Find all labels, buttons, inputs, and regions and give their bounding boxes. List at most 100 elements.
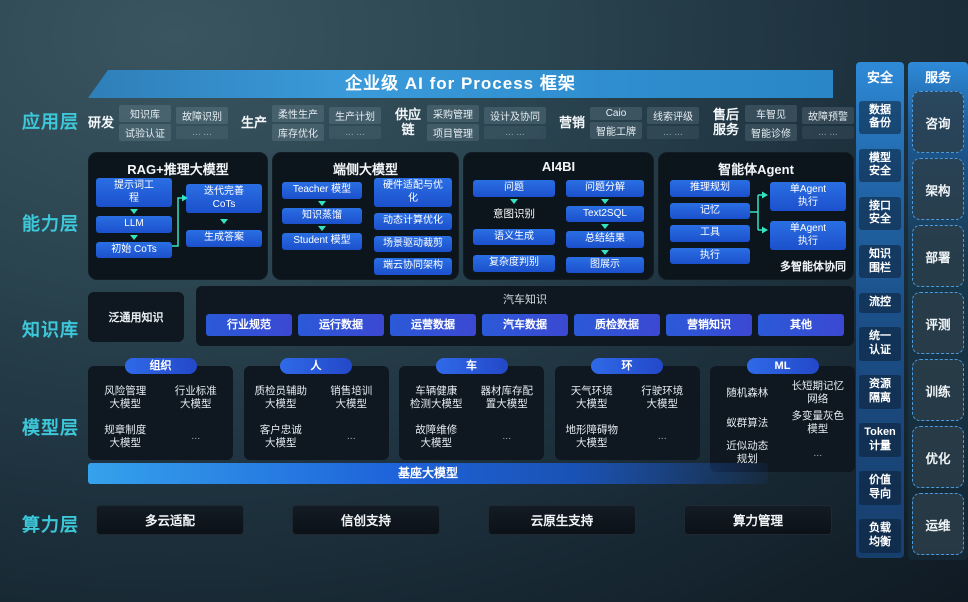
- cap-box-edge-model: 端侧大模型 Teacher 模型 知识蒸馏 Student 模型 硬件适配与优 …: [272, 152, 459, 280]
- model-group-body: 天气环境 大模型 行驶环境 大模型 地形障碍物 大模型 ...: [554, 366, 700, 460]
- edge-flow-left: Teacher 模型 知识蒸馏 Student 模型: [282, 182, 362, 250]
- model-item: 近似动态 规划: [726, 440, 769, 465]
- knowledge-chip: 质检数据: [574, 314, 660, 336]
- compute-item-xinchuang: 信创支持: [292, 505, 440, 535]
- cap-box-title: AI4BI: [541, 159, 576, 174]
- model-group-pill: 人: [280, 358, 352, 374]
- model-group-body: 风险管理 大模型 行业标准 大模型 规章制度 大模型 ...: [88, 366, 233, 460]
- agent-exec-right: 单Agent 执行 单Agent 执行: [770, 182, 846, 250]
- app-chip-more: ... ...: [801, 126, 854, 139]
- security-item: 负载 均衡: [859, 519, 901, 553]
- app-group-production: 生产 柔性生产 库存优化 生产计划 ... ...: [241, 105, 382, 141]
- app-chip-column: 设计及协同 ... ...: [484, 107, 546, 139]
- ai4bi-flow-right: 问题分解 Text2SQL 总结结果 图展示: [566, 180, 644, 273]
- compute-layer: 多云适配 信创支持 云原生支持 算力管理: [96, 505, 832, 535]
- model-group-pill: 环: [591, 358, 663, 374]
- model-group-vehicle: 车 车辆健康 检测大模型 器材库存配 置大模型 故障维修 大模型 ...: [399, 358, 544, 472]
- model-item: 故障维修 大模型: [415, 423, 458, 449]
- model-group-body: 随机森林 长短期记忆 网络 蚁群算法 多变量灰色 模型 近似动态 规划 ...: [710, 366, 855, 472]
- rag-flow-right: 迭代完善 CoTs 生成答案: [186, 184, 262, 247]
- edge-list-right: 硬件适配与优 化 动态计算优化 场景驱动裁剪 端云协同架构: [374, 178, 452, 275]
- security-rail-header: 安全: [866, 70, 893, 85]
- flow-node: 迭代完善 CoTs: [186, 184, 262, 213]
- application-layer: 研发 知识库 试验认证 故障识别 ... ... 生产 柔性生产 库存优化 生产…: [88, 100, 854, 146]
- title-banner: 企业级 AI for Process 框架: [88, 70, 833, 98]
- flow-text: 意图识别: [493, 207, 535, 220]
- flow-node: 语义生成: [473, 228, 555, 245]
- security-item: 接口 安全: [859, 196, 901, 231]
- rag-flow-left: 提示词工 程 LLM 初始 CoTs: [96, 178, 172, 258]
- cap-box-rag: RAG+推理大模型 提示词工 程 LLM 初始 CoTs 迭代完善 CoTs 生…: [88, 152, 268, 280]
- agent-caption: 多智能体协同: [780, 261, 846, 273]
- model-item: 规章制度 大模型: [104, 423, 147, 449]
- agent-list-left: 推理规划 记忆 工具 执行: [670, 180, 750, 264]
- security-item: 价值 导向: [859, 471, 901, 505]
- layer-label-application: 应用层: [22, 112, 79, 132]
- app-chip: 试验认证: [119, 124, 172, 141]
- model-item: 长短期记忆 网络: [791, 380, 845, 405]
- flow-node: Teacher 模型: [282, 182, 362, 199]
- knowledge-chip: 运营数据: [390, 314, 476, 336]
- model-group-pill: 组织: [124, 358, 197, 374]
- app-chip: 柔性生产: [272, 105, 325, 122]
- app-chip: 设计及协同: [484, 107, 546, 124]
- arrow-down-icon: [130, 234, 138, 240]
- model-item: 行驶环境 大模型: [641, 384, 684, 410]
- model-item: 客户忠诚 大模型: [259, 423, 302, 449]
- app-chip: 故障识别: [176, 107, 229, 124]
- app-chip: 知识库: [119, 105, 172, 122]
- flow-node: 初始 CoTs: [96, 241, 172, 258]
- model-item-more: ...: [191, 430, 201, 443]
- model-item: 多变量灰色 模型: [791, 410, 845, 435]
- flow-node: 端云协同架构: [374, 258, 452, 275]
- flow-node: 工具: [670, 225, 750, 242]
- app-chip-column: 知识库 试验认证: [119, 105, 172, 141]
- app-chip-column: 线索评级 ... ...: [647, 107, 699, 139]
- knowledge-chip: 行业规范: [206, 314, 292, 336]
- knowledge-chip: 营销知识: [666, 314, 752, 336]
- security-item: 数据 备份: [859, 100, 901, 135]
- app-group-label: 研发: [88, 114, 115, 130]
- model-item: 地形障碍物 大模型: [565, 423, 619, 449]
- knowledge-general-box: 泛通用知识: [88, 292, 184, 342]
- app-chip-column: Caio 智能工牌: [590, 107, 642, 139]
- security-item: 模型 安全: [859, 148, 901, 183]
- security-item: 资源 隔离: [859, 375, 901, 409]
- model-item: 随机森林: [726, 386, 769, 399]
- service-item: 部署: [912, 225, 964, 287]
- app-chip-column: 采购管理 项目管理: [427, 105, 479, 141]
- app-chip-more: ... ...: [329, 126, 382, 139]
- app-chip-column: 故障预警 ... ...: [801, 107, 854, 139]
- app-group-marketing: 营销 Caio 智能工牌 线索评级 ... ...: [559, 107, 699, 139]
- app-chip-more: ... ...: [484, 126, 546, 139]
- arrow-down-icon: [318, 200, 326, 206]
- cap-box-title: RAG+推理大模型: [127, 162, 229, 177]
- model-item-more: ...: [346, 430, 356, 443]
- app-group-label: 供应链: [394, 107, 421, 137]
- flow-node: 单Agent 执行: [770, 182, 846, 211]
- arrow-down-icon: [318, 226, 326, 231]
- layer-label-compute: 算力层: [22, 515, 79, 535]
- model-item: 器材库存配 置大模型: [480, 384, 534, 410]
- flow-node: 记忆: [670, 202, 750, 219]
- app-chip-column: 故障识别 ... ...: [176, 107, 229, 139]
- cap-box-ai4bi: AI4BI 问题 意图识别 语义生成 复杂度判别 问题分解 Text2SQL 总…: [463, 152, 654, 280]
- layer-label-capability: 能力层: [22, 214, 79, 234]
- flow-node: 执行: [670, 247, 750, 264]
- app-chip: 项目管理: [427, 124, 479, 141]
- service-item: 架构: [912, 158, 964, 220]
- model-group-environment: 环 天气环境 大模型 行驶环境 大模型 地形障碍物 大模型 ...: [554, 358, 700, 472]
- model-item: 车辆健康 检测大模型: [410, 384, 463, 410]
- flow-node: 知识蒸馏: [282, 207, 362, 224]
- knowledge-chip: 其他: [758, 314, 844, 336]
- flow-node: 推理规划: [670, 180, 750, 197]
- model-group-body: 质检员辅助 大模型 销售培训 大模型 客户忠诚 大模型 ...: [243, 366, 389, 460]
- app-group-aftersales: 售后服务 车智见 智能诊修 故障预警 ... ...: [712, 105, 854, 141]
- compute-item-multicloud: 多云适配: [96, 505, 244, 535]
- diagram-title: 企业级 AI for Process 框架: [345, 74, 576, 93]
- app-chip: 车智见: [744, 105, 797, 122]
- app-group-label: 售后服务: [712, 107, 739, 137]
- app-chip: 库存优化: [272, 124, 325, 141]
- model-item: 蚁群算法: [726, 416, 769, 429]
